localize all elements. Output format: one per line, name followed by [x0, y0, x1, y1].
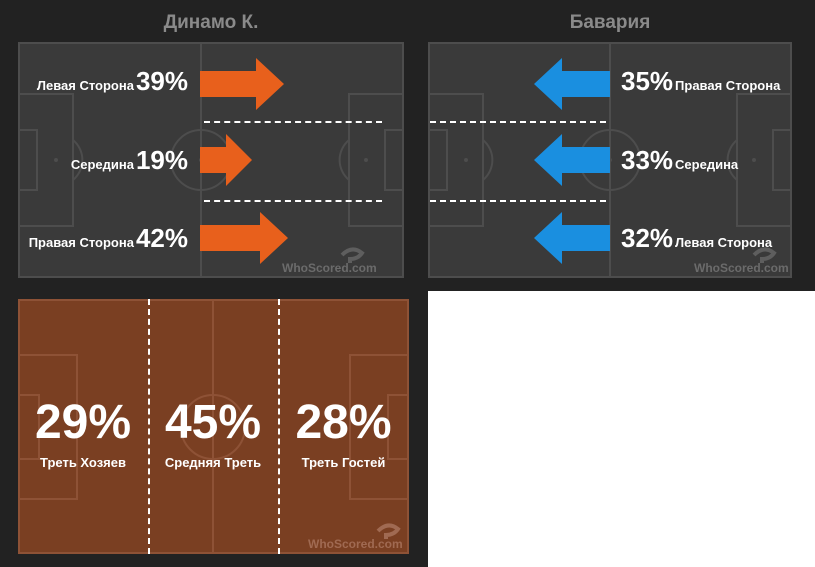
watermark: WhoScored.com	[694, 261, 789, 275]
row-percent: 32%	[621, 223, 674, 253]
whoscored-logo-icon	[752, 247, 777, 263]
row-divider	[430, 121, 606, 123]
whoscored-logo-icon	[376, 523, 401, 539]
zone-divider	[278, 299, 280, 554]
row-percent: 33%	[621, 145, 674, 175]
row-divider	[204, 121, 382, 123]
watermark: WhoScored.com	[282, 261, 377, 275]
row-label: Правая Сторона	[675, 78, 781, 93]
zone-percent: 29%	[34, 396, 132, 449]
away-team-title: Бавария	[569, 12, 651, 33]
row-percent: 42%	[135, 223, 188, 253]
row-percent: 35%	[621, 66, 674, 96]
row-divider	[204, 200, 382, 202]
away-attack-panel: 35% Правая Сторона 33% Середина 32% Лева…	[428, 42, 792, 278]
whoscored-logo-icon	[340, 247, 365, 263]
away-row-right: 35% Правая Сторона	[619, 66, 780, 97]
home-row-right: Правая Сторона 42%	[29, 223, 190, 254]
arrow-right-icon	[200, 58, 284, 110]
arrow-left-icon	[534, 58, 610, 110]
home-team-title: Динамо К.	[163, 12, 259, 33]
row-label: Левая Сторона	[36, 78, 134, 93]
zones-panel: 29% Треть Хозяев 45% Средняя Треть 28% Т…	[18, 299, 409, 554]
away-row-left: 32% Левая Сторона	[619, 223, 772, 254]
arrow-left-icon	[534, 134, 610, 186]
zone-away-third: 28% Треть Гостей	[278, 299, 409, 554]
zone-label: Средняя Треть	[164, 455, 262, 470]
row-label: Середина	[675, 157, 739, 172]
row-percent: 19%	[135, 145, 188, 175]
zone-label: Треть Хозяев	[40, 455, 126, 470]
pitch-markings	[18, 42, 404, 278]
home-row-left: Левая Сторона 39%	[37, 66, 190, 97]
row-label: Правая Сторона	[28, 235, 134, 250]
zone-home-third: 29% Треть Хозяев	[18, 299, 148, 554]
row-label: Левая Сторона	[675, 235, 773, 250]
away-row-middle: 33% Середина	[619, 145, 738, 176]
arrow-right-icon	[200, 134, 252, 186]
zone-percent: 28%	[295, 396, 392, 449]
arrow-right-icon	[200, 212, 288, 264]
zone-divider	[148, 299, 150, 554]
row-divider	[430, 200, 606, 202]
pitch-markings	[428, 42, 792, 278]
zone-label: Треть Гостей	[301, 455, 386, 470]
row-percent: 39%	[135, 66, 188, 96]
home-attack-panel: Левая Сторона 39% Середина 19% Правая Ст…	[18, 42, 404, 278]
home-row-middle: Середина 19%	[71, 145, 190, 176]
zone-middle-third: 45% Средняя Треть	[148, 299, 278, 554]
watermark: WhoScored.com	[308, 537, 403, 551]
pitch-markings	[18, 299, 409, 554]
row-label: Середина	[70, 157, 134, 172]
zone-percent: 45%	[164, 396, 262, 449]
arrow-left-icon	[534, 212, 610, 264]
